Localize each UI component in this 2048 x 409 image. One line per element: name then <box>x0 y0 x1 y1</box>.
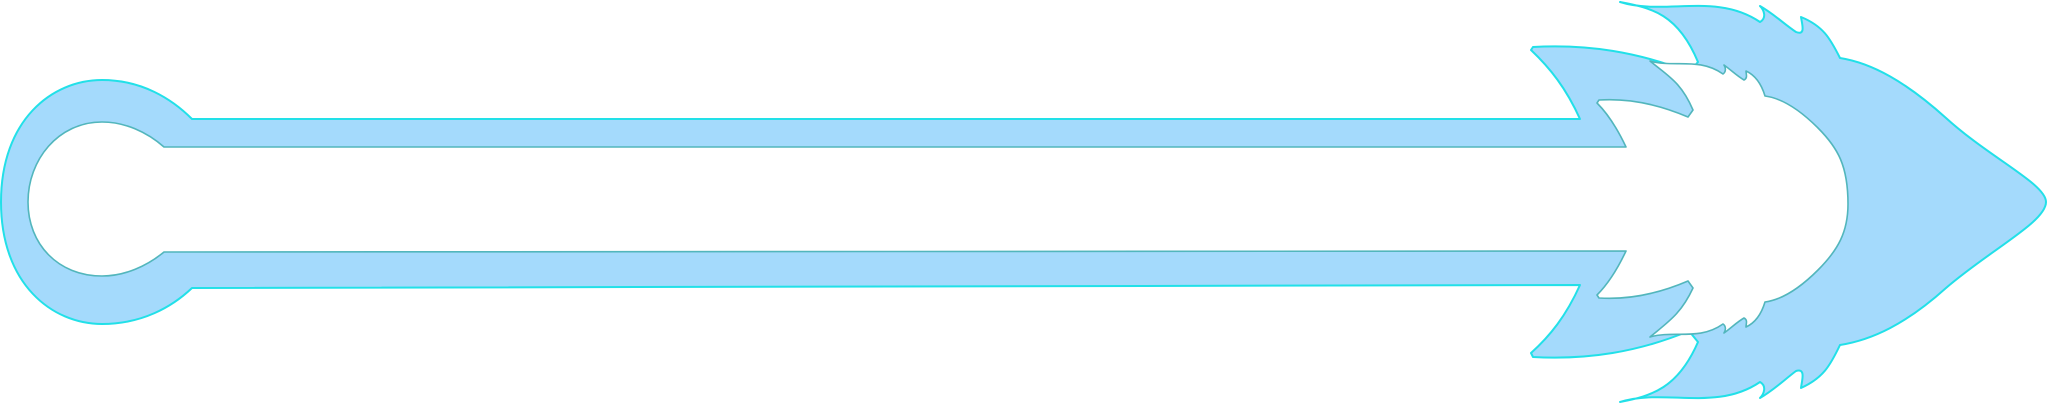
arrow-frame-inner <box>27 60 1849 338</box>
